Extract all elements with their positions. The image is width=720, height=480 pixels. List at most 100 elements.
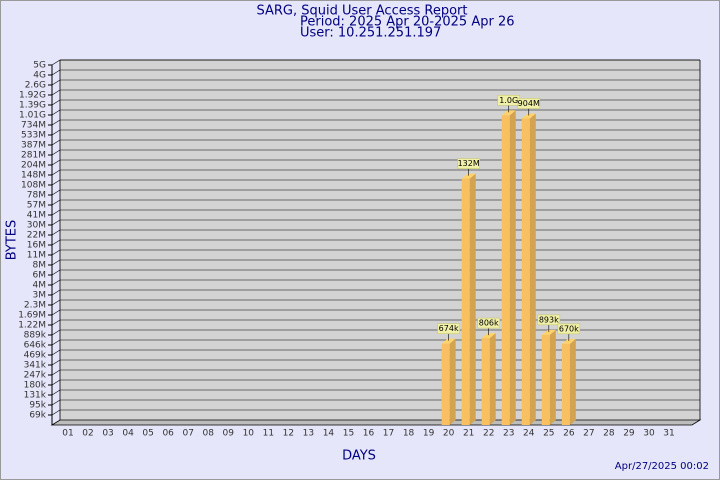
y-tick-label: 16M [27,241,46,251]
x-tick-label: 12 [283,429,294,439]
x-tick-label: 15 [343,429,354,439]
x-tick-label: 08 [203,429,215,439]
grid-line [51,99,61,106]
grid-line [51,59,61,66]
grid-line [51,389,61,396]
bar [461,178,470,425]
bar [441,343,450,425]
y-tick-label: 4G [33,71,46,81]
y-tick-label: 22M [27,231,46,241]
floor [50,419,702,426]
grid-line [51,109,61,116]
x-tick-label: 09 [223,429,235,439]
grid-line [51,349,61,356]
y-tick-label: 5G [33,61,46,71]
y-tick-label: 108M [21,181,46,191]
grid-line [51,259,61,266]
y-tick-label: 180k [24,381,47,391]
x-tick-label: 02 [82,429,93,439]
x-tick-label: 26 [563,429,575,439]
y-tick-label: 2.6G [25,81,46,91]
x-tick-label: 22 [483,429,494,439]
x-tick-label: 30 [643,429,655,439]
y-axis-label: BYTES [5,220,20,261]
y-tick-label: 1.39G [19,101,46,111]
grid-line [51,169,61,176]
x-tick-label: 14 [323,429,335,439]
bar-side [489,333,496,425]
grid-line [51,219,61,226]
grid-line [51,319,61,326]
grid-line [51,269,61,276]
value-label: 1.0G [499,96,518,105]
x-tick-label: 17 [383,429,394,439]
y-tick-label: 533M [21,131,46,141]
grid-line [51,209,61,216]
value-label-box [477,317,501,329]
subtitle: Period: 2025 Apr 20-2025 Apr 26 [300,15,515,30]
grid-line [51,149,61,156]
grid-line [51,189,61,196]
x-tick-label: 13 [303,429,314,439]
bar-side [469,173,476,425]
grid-line [51,89,61,96]
x-tick-label: 27 [583,429,594,439]
x-tick-label: 07 [182,429,193,439]
y-tick-label: 3M [33,291,47,301]
y-tick-label: 2.3M [24,301,46,311]
y-tick-label: 95k [29,401,46,411]
value-label-box [537,314,561,326]
value-label-box [437,323,460,334]
grid-line [51,309,61,316]
x-axis-label: DAYS [342,449,376,464]
bar-side [529,113,536,425]
bar-top [521,113,536,119]
y-tick-label: 41M [27,211,46,221]
x-tick-label: 05 [142,429,153,439]
y-tick-label: 131k [24,391,47,401]
y-tick-label: 6M [33,271,47,281]
bar [541,334,550,425]
value-label: 893k [539,315,559,324]
y-tick-label: 78M [27,191,46,201]
y-tick-label: 469k [24,351,47,361]
subtitle: User: 10.251.251.197 [300,26,441,41]
bar [521,118,530,425]
x-tick-label: 20 [443,429,455,439]
y-tick-label: 148M [21,171,46,181]
grid-line [51,359,61,366]
grid-line [51,289,61,296]
x-tick-label: 23 [503,429,514,439]
grid-line [51,239,61,246]
bar-side [509,110,516,425]
y-tick-label: 1.22M [18,321,46,331]
y-tick-label: 341k [24,361,47,371]
x-tick-label: 18 [403,429,415,439]
y-tick-label: 1.01G [19,111,46,121]
chart-title: SARG, Squid User Access Report [257,4,468,19]
y-tick-label: 8M [33,261,47,271]
grid-line [51,339,61,346]
y-tick-label: 30M [27,221,46,231]
grid-line [51,329,61,336]
bar-side [549,329,556,425]
y-tick-label: 247k [24,371,47,381]
grid-line [51,299,61,306]
x-tick-label: 06 [162,429,174,439]
x-tick-label: 10 [243,429,255,439]
y-tick-label: 204M [21,161,46,171]
value-label-box [457,158,480,169]
x-tick-label: 31 [663,429,674,439]
value-label-box [557,323,581,335]
bar-top [441,338,456,344]
y-tick-label: 11M [27,251,46,261]
y-tick-label: 281M [21,151,46,161]
value-label: 904M [518,99,540,108]
grid-line [51,369,61,376]
y-tick-label: 646k [24,341,47,351]
x-tick-label: 11 [263,429,274,439]
value-label: 674k [439,324,459,333]
bar-side [569,338,576,425]
grid-line [51,249,61,256]
bar [501,115,510,425]
